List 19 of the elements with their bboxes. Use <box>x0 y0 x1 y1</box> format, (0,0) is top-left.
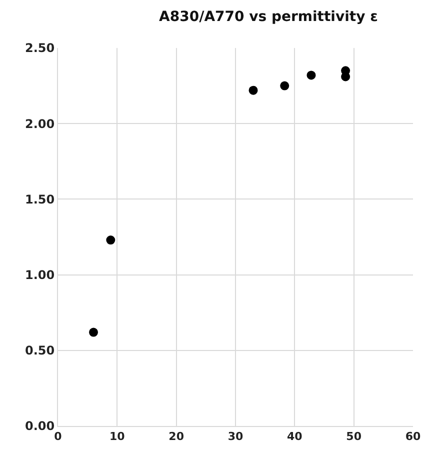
x-tick-label: 20 <box>168 430 184 444</box>
point <box>280 81 290 90</box>
y-tick-label: 0.50 <box>24 344 55 358</box>
x-tick-label: 30 <box>228 430 244 444</box>
y-tick-label: 1.00 <box>24 268 55 282</box>
x-tick-label: 60 <box>405 430 421 444</box>
x-tick-label: 40 <box>287 430 303 444</box>
x-tick-label: 50 <box>346 430 362 444</box>
point <box>89 328 98 337</box>
point <box>106 236 116 245</box>
x-tick-label: 10 <box>110 430 126 444</box>
point <box>306 70 316 80</box>
chart-title: A830/A770 vs permittivity ε <box>159 9 378 26</box>
point <box>248 86 258 95</box>
y-tick-label: 1.50 <box>24 192 55 206</box>
x-tick-label: 0 <box>54 430 62 444</box>
y-tick-label: 2.00 <box>24 116 55 131</box>
y-tick-label: 0.00 <box>24 419 55 434</box>
y-tick-label: 2.50 <box>24 41 55 56</box>
